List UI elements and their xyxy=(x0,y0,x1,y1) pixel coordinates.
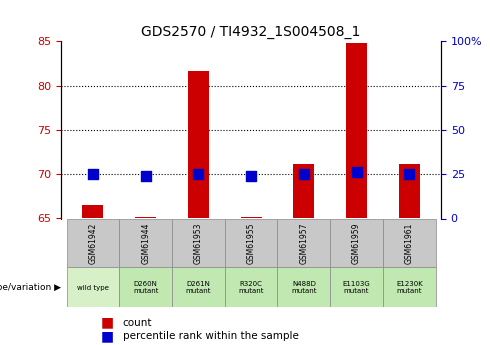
FancyBboxPatch shape xyxy=(225,267,277,307)
Text: E1230K
mutant: E1230K mutant xyxy=(396,281,423,294)
FancyBboxPatch shape xyxy=(172,267,225,307)
Bar xyxy=(188,71,209,218)
Bar xyxy=(399,164,420,218)
Text: GSM61944: GSM61944 xyxy=(141,223,150,264)
Text: count: count xyxy=(122,318,152,327)
Point xyxy=(142,173,149,179)
Point xyxy=(300,171,308,177)
Text: GSM61957: GSM61957 xyxy=(299,223,308,264)
Text: percentile rank within the sample: percentile rank within the sample xyxy=(122,332,298,341)
Text: wild type: wild type xyxy=(77,285,109,290)
Bar xyxy=(241,217,262,218)
Text: ■: ■ xyxy=(101,329,114,343)
FancyBboxPatch shape xyxy=(330,267,383,307)
FancyBboxPatch shape xyxy=(383,267,436,307)
FancyBboxPatch shape xyxy=(119,218,172,267)
FancyBboxPatch shape xyxy=(277,218,330,267)
Bar xyxy=(294,164,315,218)
Text: GSM61942: GSM61942 xyxy=(88,223,98,264)
Point xyxy=(405,171,413,177)
FancyBboxPatch shape xyxy=(119,267,172,307)
Bar xyxy=(82,205,103,218)
FancyBboxPatch shape xyxy=(67,267,119,307)
Text: genotype/variation ▶: genotype/variation ▶ xyxy=(0,283,61,292)
Text: GSM61953: GSM61953 xyxy=(194,223,203,264)
FancyBboxPatch shape xyxy=(67,218,119,267)
Point xyxy=(353,170,361,175)
Text: GSM61961: GSM61961 xyxy=(405,223,414,264)
Bar xyxy=(346,43,367,218)
FancyBboxPatch shape xyxy=(330,218,383,267)
Text: R320C
mutant: R320C mutant xyxy=(238,281,264,294)
FancyBboxPatch shape xyxy=(225,218,277,267)
Text: D260N
mutant: D260N mutant xyxy=(133,281,158,294)
Point xyxy=(247,173,255,179)
Text: D261N
mutant: D261N mutant xyxy=(186,281,211,294)
Bar xyxy=(135,217,156,218)
Text: N488D
mutant: N488D mutant xyxy=(291,281,317,294)
Text: GSM61959: GSM61959 xyxy=(352,223,361,264)
Text: E1103G
mutant: E1103G mutant xyxy=(343,281,370,294)
Point xyxy=(89,171,97,177)
Point xyxy=(195,171,202,177)
Text: ■: ■ xyxy=(101,316,114,329)
FancyBboxPatch shape xyxy=(383,218,436,267)
FancyBboxPatch shape xyxy=(172,218,225,267)
Text: GSM61955: GSM61955 xyxy=(246,223,256,264)
FancyBboxPatch shape xyxy=(277,267,330,307)
Title: GDS2570 / TI4932_1S004508_1: GDS2570 / TI4932_1S004508_1 xyxy=(142,25,361,39)
